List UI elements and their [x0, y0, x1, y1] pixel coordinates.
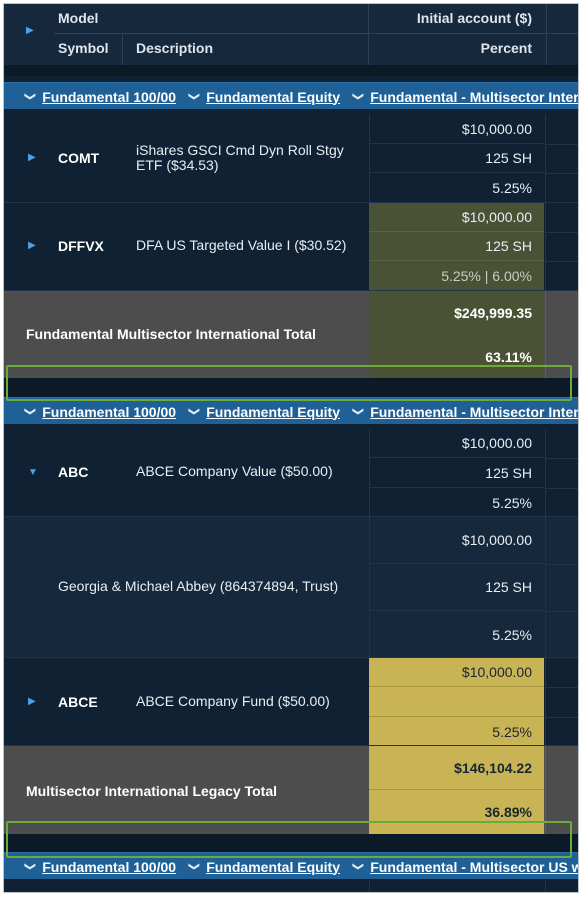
chevron-right-icon[interactable]: ▶ — [28, 240, 36, 251]
group-link-model[interactable]: Fundamental 100/00 — [42, 88, 177, 105]
percent-cell[interactable]: 5.25% — [492, 626, 532, 643]
shares-cell[interactable] — [369, 687, 544, 717]
total-amount: $146,104.22 — [369, 746, 544, 790]
chevron-down-icon[interactable]: ❯ — [188, 406, 201, 417]
percent-cell[interactable]: 5.25% — [492, 723, 532, 740]
chevron-down-icon[interactable]: ❯ — [188, 861, 201, 872]
header-description[interactable]: Description — [136, 40, 214, 56]
group-link-asset-class[interactable]: Fundamental Equity — [206, 858, 341, 875]
row-symbol: DFFVX — [58, 238, 104, 254]
group-link-asset-class[interactable]: Fundamental Equity — [206, 88, 341, 105]
header-symbol[interactable]: Symbol — [58, 40, 109, 56]
shares-cell[interactable]: 125 SH — [369, 564, 544, 611]
table-row[interactable]: ▶ ABCE ABCE Company Fund ($50.00) $10,00… — [4, 658, 578, 746]
group-bar: ❯ Fundamental 100/00 ❯ Fundamental Equity … — [4, 82, 578, 109]
group-total-row: Multisector International Legacy Total $… — [4, 746, 578, 834]
percent-cell[interactable]: 5.25% — [492, 494, 532, 511]
group-link-model[interactable]: Fundamental 100/00 — [42, 403, 177, 420]
shares-cell[interactable]: 125 SH — [369, 458, 544, 488]
allocation-grid: ▶ Model Initial account ($) Symbol Descr… — [3, 3, 579, 893]
group-link-asset-class[interactable]: Fundamental Equity — [206, 403, 341, 420]
table-row[interactable]: ▼ ABC ABCE Company Value ($50.00) $10,00… — [4, 429, 578, 517]
total-percent: 63.11% — [485, 348, 532, 365]
chevron-down-icon[interactable]: ❯ — [24, 861, 37, 872]
chevron-down-icon[interactable]: ❯ — [188, 91, 201, 102]
chevron-down-icon[interactable]: ▼ — [28, 467, 38, 478]
row-description: ABCE Company Value ($50.00) — [136, 463, 333, 479]
percent-cell[interactable]: 5.25% | 6.00% — [441, 268, 532, 284]
row-description: iShares GSCI Cmd Dyn Roll Stgy ETF ($34.… — [136, 142, 344, 173]
row-description: DFA US Targeted Value I ($30.52) — [136, 237, 347, 253]
chevron-down-icon[interactable]: ❯ — [24, 406, 37, 417]
highlight-box — [6, 365, 572, 401]
amount-cell[interactable]: $10,000.00 — [369, 429, 544, 458]
table-row — [4, 880, 578, 892]
account-description: Georgia & Michael Abbey (864374894, Trus… — [58, 578, 339, 594]
expand-all-icon[interactable]: ▶ — [26, 25, 34, 36]
account-row[interactable]: Georgia & Michael Abbey (864374894, Trus… — [4, 517, 578, 658]
shares-cell[interactable]: 125 SH — [369, 232, 544, 261]
header-percent[interactable]: Percent — [480, 40, 532, 56]
row-symbol: ABCE — [58, 694, 98, 710]
chevron-down-icon[interactable]: ❯ — [352, 861, 365, 872]
group-bar: ❯ Fundamental 100/00 ❯ Fundamental Equity … — [4, 397, 578, 424]
total-percent: 36.89% — [484, 804, 532, 820]
header-initial-account[interactable]: Initial account ($) — [416, 10, 532, 26]
amount-cell[interactable]: $10,000.00 — [369, 203, 544, 232]
total-amount: $249,999.35 — [454, 305, 532, 321]
grid-header: ▶ Model Initial account ($) Symbol Descr… — [4, 4, 578, 65]
header-model[interactable]: Model — [58, 10, 99, 26]
chevron-right-icon[interactable]: ▶ — [28, 152, 36, 163]
chevron-down-icon[interactable]: ❯ — [24, 91, 37, 102]
row-description: ABCE Company Fund ($50.00) — [136, 693, 330, 709]
group-link-sleeve[interactable]: Fundamental - Multisector Inter — [370, 403, 579, 420]
amount-cell[interactable]: $10,000.00 — [369, 517, 544, 564]
group-link-model[interactable]: Fundamental 100/00 — [42, 858, 177, 875]
row-symbol: COMT — [58, 150, 100, 166]
chevron-down-icon[interactable]: ❯ — [352, 406, 365, 417]
group-link-sleeve[interactable]: Fundamental - Multisector US w — [370, 858, 579, 875]
percent-cell[interactable]: 5.25% — [492, 180, 532, 196]
group-total-row: Fundamental Multisector International To… — [4, 291, 578, 378]
table-row[interactable]: ▶ DFFVX DFA US Targeted Value I ($30.52)… — [4, 203, 578, 291]
highlight-box — [6, 821, 572, 858]
chevron-right-icon[interactable]: ▶ — [28, 696, 36, 707]
total-label: Fundamental Multisector International To… — [26, 326, 316, 342]
amount-cell[interactable]: $10,000.00 — [369, 114, 544, 144]
group-link-sleeve[interactable]: Fundamental - Multisector Inter — [370, 88, 579, 105]
chevron-down-icon[interactable]: ❯ — [352, 91, 365, 102]
total-label: Multisector International Legacy Total — [26, 783, 278, 799]
shares-cell[interactable]: 125 SH — [369, 144, 544, 173]
table-row[interactable]: ▶ COMT iShares GSCI Cmd Dyn Roll Stgy ET… — [4, 114, 578, 203]
row-symbol: ABC — [58, 464, 89, 480]
amount-cell[interactable]: $10,000.00 — [369, 658, 544, 687]
